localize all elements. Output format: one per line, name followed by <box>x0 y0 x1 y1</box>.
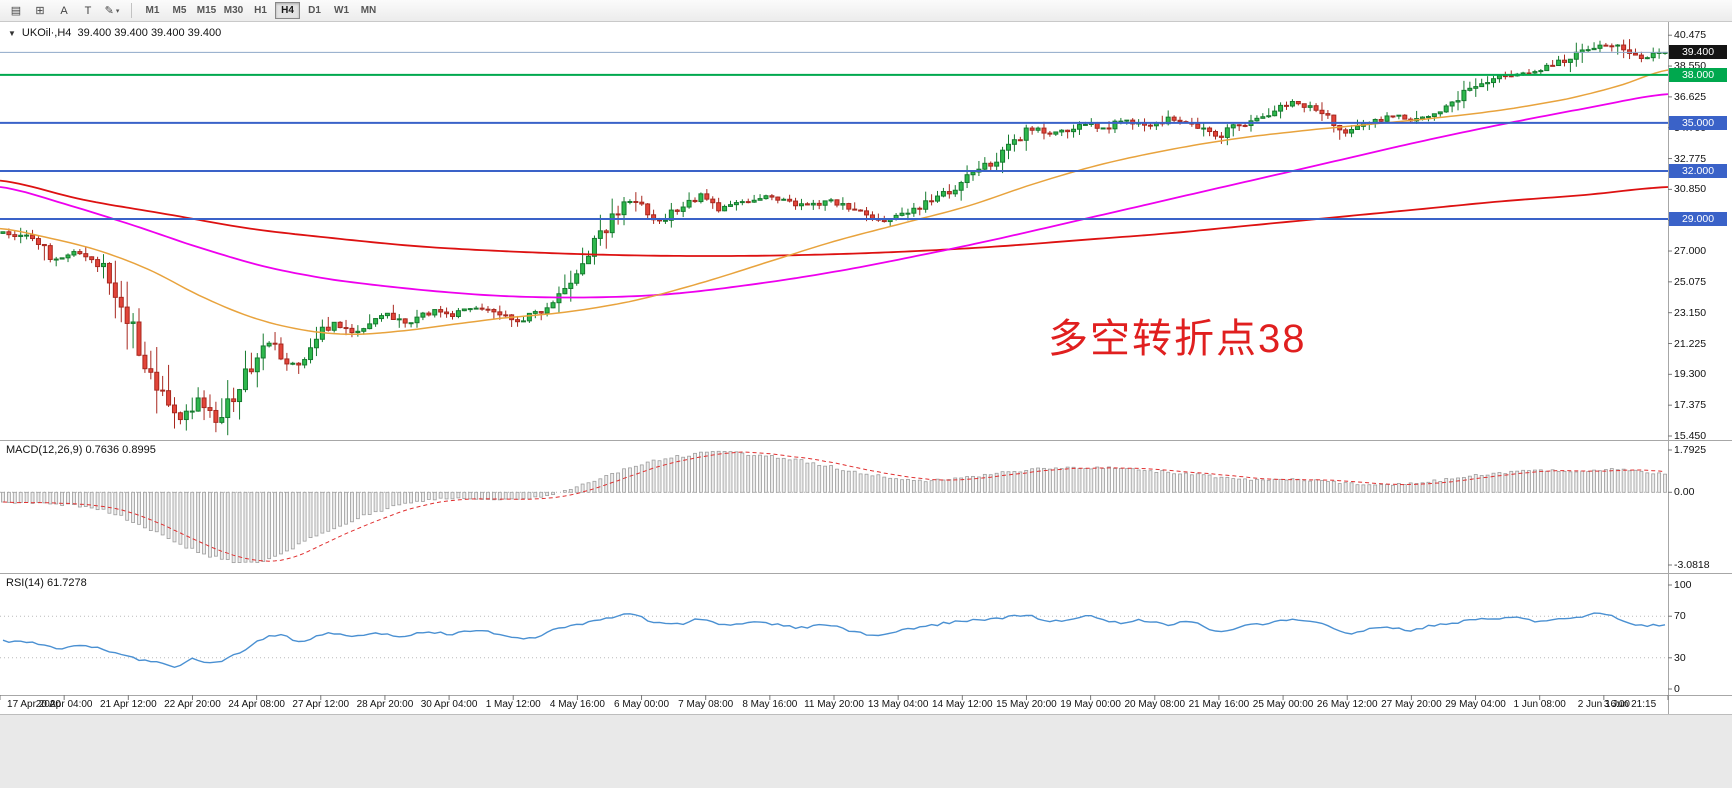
toolbar-tools: ▤ ⊞ A T ✎ ▾ <box>4 1 124 21</box>
timeframe-m5-button[interactable]: M5 <box>172 5 187 16</box>
price-tag-38.000: 38.000 <box>1669 67 1727 82</box>
timeframe-h4-button[interactable]: H4 <box>275 2 300 19</box>
price-scale-label: 19.300 <box>1674 368 1707 381</box>
timeframe-m15-button[interactable]: M15 <box>196 5 217 16</box>
timeframe-buttons: M1 M5 M15 M30 H1 H4 D1 W1 MN <box>139 2 382 19</box>
price-scale-label: 27.000 <box>1674 245 1707 258</box>
price-scale-label: 15.450 <box>1674 429 1707 442</box>
text-label-tool-button[interactable]: A <box>60 4 68 17</box>
price-scale-label: 30.850 <box>1674 183 1707 196</box>
price-scale[interactable]: 40.47538.55036.62534.70032.77530.85028.9… <box>1668 0 1732 714</box>
rsi-scale-label: 70 <box>1674 610 1686 623</box>
ma-slow-red <box>0 179 1669 257</box>
price-scale-label: 32.775 <box>1674 152 1707 165</box>
rsi-scale-label: 0 <box>1674 683 1680 695</box>
dropdown-caret-icon: ▾ <box>115 7 120 15</box>
timeframe-h1-button[interactable]: H1 <box>254 5 267 16</box>
timeframe-m30-button[interactable]: M30 <box>223 5 244 16</box>
price-tag-32.000: 32.000 <box>1669 163 1727 178</box>
price-tag-35.000: 35.000 <box>1669 115 1727 130</box>
timeframe-w1-button[interactable]: W1 <box>334 5 349 16</box>
toolbar: ▤ ⊞ A T ✎ ▾ M1 M5 M15 M30 H1 H4 D1 W1 MN <box>0 0 1732 22</box>
chart-list-icon[interactable]: ▤ <box>10 5 22 17</box>
price-tag-29.000: 29.000 <box>1669 211 1727 226</box>
text-tool-button[interactable]: T <box>84 4 92 17</box>
rsi-scale-label: 30 <box>1674 651 1686 664</box>
macd-label: MACD(12,26,9) 0.7636 0.8995 <box>6 444 156 456</box>
price-scale-label: 17.375 <box>1674 399 1707 412</box>
price-scale-label: 23.150 <box>1674 306 1707 319</box>
symbol-ohlc-label: ▼ UKOil·,H4 39.400 39.400 39.400 39.400 <box>8 27 221 39</box>
price-scale-label: 36.625 <box>1674 90 1707 103</box>
macd-scale-label: -3.0818 <box>1674 559 1710 571</box>
rsi-label: RSI(14) 61.7278 <box>6 577 87 589</box>
chart-annotation: 多空转折点38 <box>1048 317 1307 361</box>
toolbar-separator <box>131 3 132 18</box>
timeframe-m1-button[interactable]: M1 <box>145 5 160 16</box>
bottom-strip <box>0 714 1732 788</box>
macd-scale-label: 1.7925 <box>1674 444 1707 456</box>
draw-tools-button[interactable]: ✎ ▾ <box>104 5 120 17</box>
crosshair-tool-button[interactable]: ⊞ <box>35 5 45 17</box>
price-tag-39.400: 39.400 <box>1669 45 1727 60</box>
collapse-arrow-icon[interactable]: ▼ <box>8 28 16 38</box>
price-scale-label: 21.225 <box>1674 337 1707 350</box>
symbol-ohlc-text: UKOil·,H4 39.400 39.400 39.400 39.400 <box>21 27 222 39</box>
ma-mid-magenta <box>0 93 1669 299</box>
price-scale-label: 40.475 <box>1674 29 1707 42</box>
timeframe-mn-button[interactable]: MN <box>360 5 377 16</box>
rsi-scale-label: 100 <box>1674 579 1692 591</box>
ma-fast-orange <box>0 69 1669 336</box>
macd-scale-label: 0.00 <box>1674 486 1695 499</box>
price-scale-label: 25.075 <box>1674 275 1707 288</box>
timeframe-d1-button[interactable]: D1 <box>308 5 321 16</box>
